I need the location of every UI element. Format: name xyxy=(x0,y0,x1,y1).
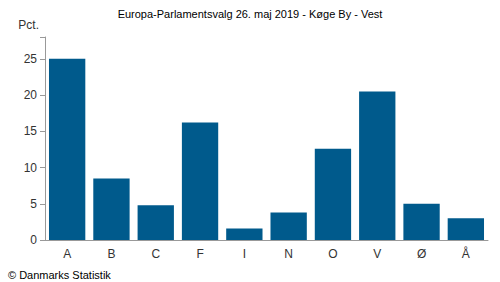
svg-text:F: F xyxy=(196,247,203,261)
svg-text:O: O xyxy=(328,247,337,261)
svg-text:25: 25 xyxy=(24,52,38,66)
svg-text:B: B xyxy=(107,247,115,261)
svg-text:Ø: Ø xyxy=(417,247,426,261)
svg-text:A: A xyxy=(63,247,71,261)
svg-text:I: I xyxy=(243,247,246,261)
svg-text:20: 20 xyxy=(24,88,38,102)
svg-text:5: 5 xyxy=(30,197,37,211)
svg-text:Pct.: Pct. xyxy=(18,18,39,32)
svg-text:10: 10 xyxy=(24,161,38,175)
svg-text:0: 0 xyxy=(30,233,37,247)
svg-text:© Danmarks Statistik: © Danmarks Statistik xyxy=(8,269,111,281)
svg-text:V: V xyxy=(373,247,381,261)
svg-text:N: N xyxy=(284,247,293,261)
svg-text:C: C xyxy=(151,247,160,261)
svg-text:Europa-Parlamentsvalg 26. maj: Europa-Parlamentsvalg 26. maj 2019 - Køg… xyxy=(118,8,383,20)
svg-text:15: 15 xyxy=(24,124,38,138)
svg-text:Å: Å xyxy=(462,246,470,261)
